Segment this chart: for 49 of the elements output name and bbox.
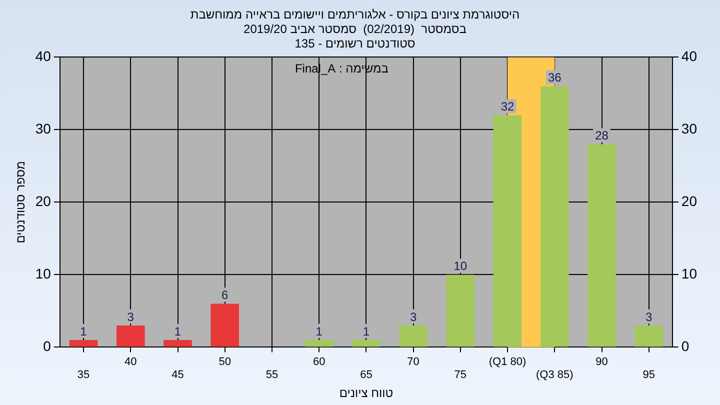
y2-tick-label: 20 (681, 193, 698, 210)
data-label: 3 (127, 310, 134, 324)
x-tick-label: 75 (454, 369, 467, 382)
x-tick-label: 70 (407, 356, 420, 368)
bar (446, 274, 475, 347)
bar (69, 340, 98, 347)
y-tick-label: 40 (35, 48, 52, 64)
x-tick-label: (Q1 80) (488, 356, 526, 368)
x-tick-label: 50 (218, 356, 231, 368)
data-label: 1 (80, 324, 88, 338)
data-label: 6 (222, 288, 229, 302)
bar (588, 144, 616, 347)
bar (634, 325, 664, 347)
data-label: 1 (174, 324, 182, 338)
x-tick-label: 55 (266, 369, 278, 382)
x-tick-label: 90 (596, 356, 608, 368)
bar (352, 340, 380, 347)
x-tick-label: 95 (642, 369, 655, 382)
bar (210, 304, 239, 347)
data-label: 28 (595, 128, 609, 143)
bar (399, 325, 428, 347)
data-label: 3 (646, 310, 653, 324)
x-tick-label: 35 (77, 369, 90, 382)
y2-tick-label: 0 (681, 338, 690, 354)
bar (164, 340, 192, 347)
y-axis-title: מספר סטודנטים (14, 161, 28, 244)
x-axis-title: טווח ציונים (339, 386, 394, 400)
y-tick-label: 10 (35, 266, 52, 282)
y-tick-label: 30 (35, 120, 52, 137)
x-tick-label: 45 (172, 369, 184, 382)
bar (304, 340, 334, 347)
x-tick-label: 60 (312, 356, 326, 368)
data-label: 36 (548, 70, 562, 85)
data-label: 10 (454, 259, 468, 274)
data-label: 3 (410, 310, 417, 324)
data-label: 1 (316, 324, 323, 338)
y2-tick-label: 10 (681, 266, 698, 282)
data-label: 32 (500, 100, 515, 114)
x-tick-label: 40 (124, 356, 137, 368)
y-tick-label: 0 (43, 338, 52, 354)
data-label: 1 (362, 324, 370, 338)
x-tick-label: 65 (360, 369, 372, 382)
y2-tick-label: 30 (681, 120, 698, 137)
y2-tick-label: 40 (681, 48, 698, 64)
bar (116, 325, 145, 347)
y-tick-label: 20 (35, 193, 52, 210)
chart-subtitle: בסמסטר (02/2019) סמסטר אביב 2019/20 סטודנטים רשומים - 135 (244, 22, 466, 50)
chart-title: היסטוגרמת ציונים בקורס - אלגוריתמים ויישומים בראייה ממוחשבת (190, 8, 520, 22)
x-tick-label: (Q3 85) (536, 369, 574, 382)
